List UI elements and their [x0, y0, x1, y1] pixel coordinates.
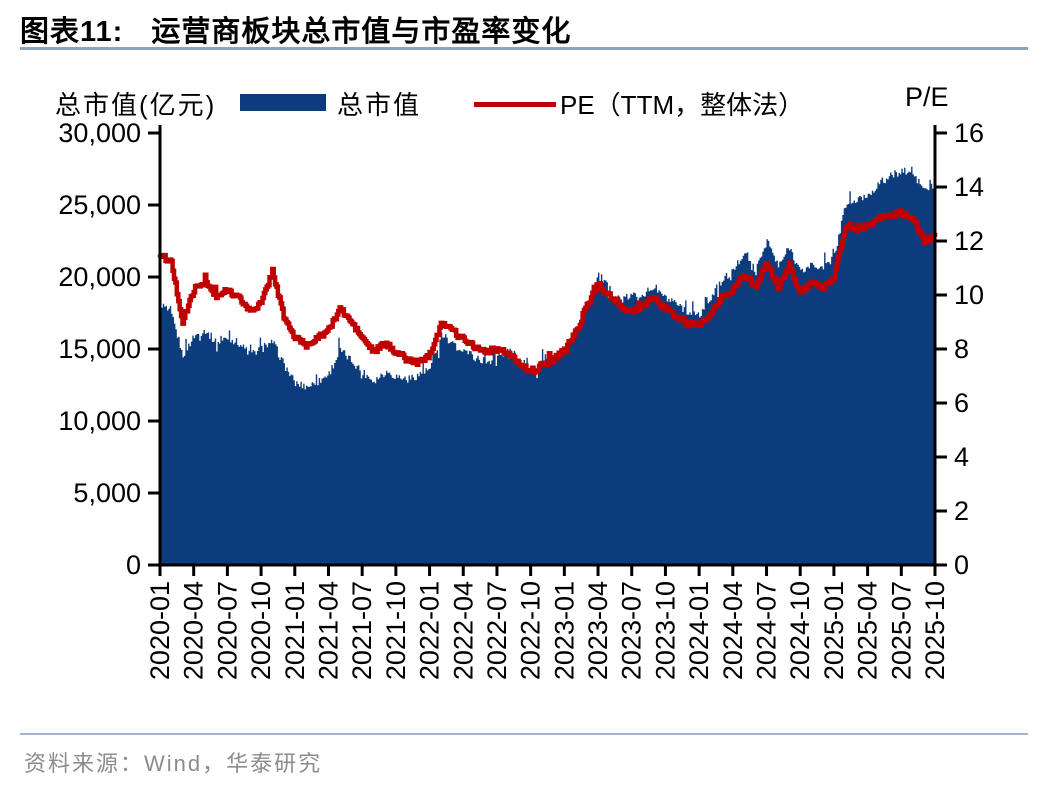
- bottom-separator: [20, 733, 1028, 735]
- x-axis-tick-label: 2020-04: [179, 581, 209, 680]
- x-axis-tick-label: 2024-10: [785, 581, 815, 680]
- x-axis-tick-label: 2024-04: [718, 581, 748, 680]
- x-axis-tick-label: 2021-07: [347, 581, 377, 680]
- x-axis-tick-label: 2025-10: [920, 581, 950, 680]
- left-axis-tick-label: 5,000: [73, 478, 141, 508]
- legend-pe-label: PE（TTM，整体法）: [560, 90, 805, 120]
- right-axis-tick-label: 0: [954, 550, 969, 580]
- left-axis-tick-label: 10,000: [58, 406, 141, 436]
- right-axis-tick-label: 16: [954, 118, 984, 148]
- left-axis-tick-label: 15,000: [58, 334, 141, 364]
- legend-pe-swatch: [474, 102, 556, 107]
- x-axis-tick-label: 2023-01: [549, 581, 579, 680]
- left-axis-tick-label: 30,000: [58, 118, 141, 148]
- x-axis-tick-label: 2021-01: [280, 581, 310, 680]
- x-axis-tick-label: 2022-10: [516, 581, 546, 680]
- x-axis-tick-label: 2024-01: [684, 581, 714, 680]
- x-axis-tick-label: 2020-10: [246, 581, 276, 680]
- right-axis-tick-label: 4: [954, 442, 969, 472]
- right-axis-tick-label: 14: [954, 172, 984, 202]
- x-axis-tick-label: 2023-10: [650, 581, 680, 680]
- right-axis-tick-label: 10: [954, 280, 984, 310]
- x-axis-tick-label: 2025-04: [853, 581, 883, 680]
- legend-marketcap-label: 总市值: [337, 90, 422, 120]
- x-axis-tick-label: 2025-01: [819, 581, 849, 680]
- x-axis-tick-label: 2020-01: [145, 581, 175, 680]
- source-text: 资料来源：Wind，华泰研究: [24, 751, 323, 776]
- right-axis-tick-label: 2: [954, 496, 969, 526]
- figure-label: 图表11:: [20, 16, 124, 48]
- right-axis-tick-label: 8: [954, 334, 969, 364]
- left-axis-tick-label: 25,000: [58, 190, 141, 220]
- left-axis-tick-label: 0: [126, 550, 141, 580]
- left-axis-tick-label: 20,000: [58, 262, 141, 292]
- x-axis-tick-label: 2021-10: [381, 581, 411, 680]
- x-axis-tick-label: 2023-07: [617, 581, 647, 680]
- x-axis-tick-label: 2023-04: [583, 581, 613, 680]
- x-axis-tick-label: 2022-07: [482, 581, 512, 680]
- top-separator: [20, 47, 1028, 50]
- right-axis-unit-label: P/E: [905, 82, 949, 112]
- x-axis-tick-label: 2025-07: [886, 581, 916, 680]
- x-axis-tick-label: 2022-04: [448, 581, 478, 680]
- pe-line: [157, 208, 938, 375]
- left-axis-unit-label: 总市值(亿元): [55, 90, 217, 120]
- right-axis-tick-label: 6: [954, 388, 969, 418]
- x-axis-tick-label: 2020-07: [212, 581, 242, 680]
- x-axis-tick-label: 2021-04: [313, 581, 343, 680]
- right-axis-tick-label: 12: [954, 226, 984, 256]
- x-axis-tick-label: 2024-07: [752, 581, 782, 680]
- figure-title-row: 图表11: 运营商板块总市值与市盈率变化: [20, 8, 571, 50]
- legend-marketcap-swatch: [240, 94, 326, 111]
- x-axis-tick-label: 2022-01: [415, 581, 445, 680]
- page-title: 运营商板块总市值与市盈率变化: [151, 16, 572, 48]
